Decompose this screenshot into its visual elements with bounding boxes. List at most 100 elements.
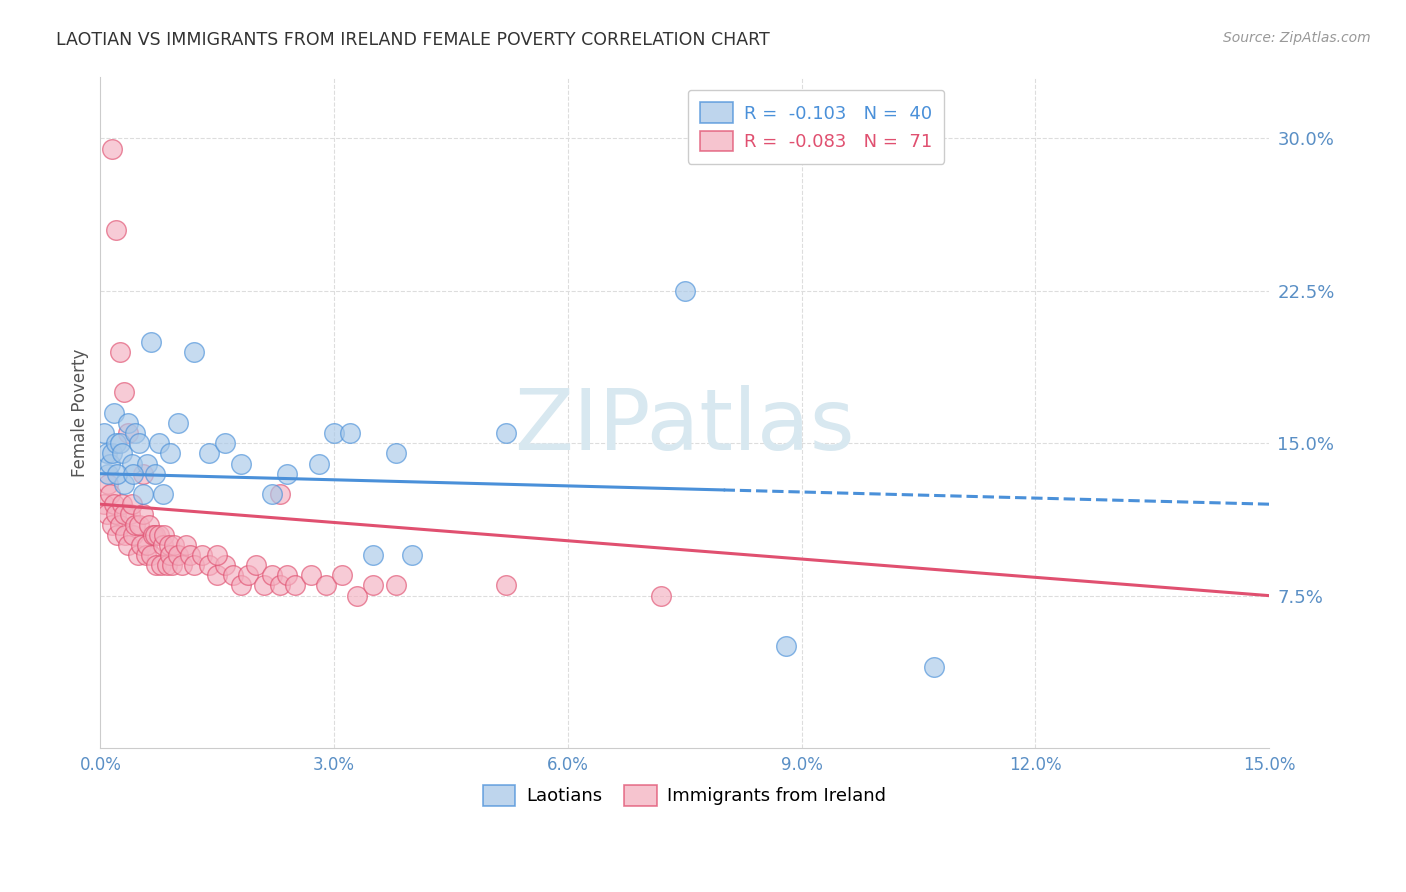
Point <box>139 334 162 349</box>
Point <box>167 548 190 562</box>
Point <box>138 517 160 532</box>
Point <box>112 476 135 491</box>
Point <box>159 446 181 460</box>
Point <box>139 548 162 562</box>
Point <box>124 425 146 440</box>
Point <box>253 578 276 592</box>
Point <box>495 425 517 440</box>
Point <box>121 457 143 471</box>
Point <box>346 589 368 603</box>
Point <box>117 538 139 552</box>
Point <box>129 538 152 552</box>
Point <box>107 527 129 541</box>
Point <box>121 497 143 511</box>
Point <box>260 487 283 501</box>
Point <box>143 467 166 481</box>
Point <box>183 344 205 359</box>
Legend: Laotians, Immigrants from Ireland: Laotians, Immigrants from Ireland <box>475 778 894 813</box>
Point <box>153 527 176 541</box>
Point <box>104 508 127 522</box>
Point <box>152 538 174 552</box>
Point <box>260 568 283 582</box>
Point <box>276 568 298 582</box>
Point <box>269 578 291 592</box>
Point <box>183 558 205 573</box>
Point <box>152 487 174 501</box>
Point <box>145 558 167 573</box>
Point <box>93 425 115 440</box>
Point <box>167 416 190 430</box>
Point <box>142 527 165 541</box>
Point <box>339 425 361 440</box>
Point <box>114 527 136 541</box>
Point <box>401 548 423 562</box>
Point <box>93 497 115 511</box>
Point <box>101 446 124 460</box>
Point <box>132 467 155 481</box>
Point <box>159 548 181 562</box>
Point <box>172 558 194 573</box>
Point <box>198 558 221 573</box>
Point <box>284 578 307 592</box>
Point <box>238 568 260 582</box>
Point <box>269 487 291 501</box>
Point <box>128 436 150 450</box>
Point <box>143 527 166 541</box>
Point <box>122 527 145 541</box>
Point <box>135 548 157 562</box>
Point <box>122 467 145 481</box>
Point <box>205 568 228 582</box>
Point <box>97 476 120 491</box>
Point <box>124 517 146 532</box>
Point <box>107 467 129 481</box>
Point <box>361 548 384 562</box>
Point <box>299 568 322 582</box>
Point <box>179 548 201 562</box>
Point <box>922 659 945 673</box>
Point <box>229 578 252 592</box>
Point <box>308 457 330 471</box>
Point <box>148 527 170 541</box>
Point <box>132 487 155 501</box>
Point <box>198 446 221 460</box>
Point <box>103 497 125 511</box>
Point <box>214 436 236 450</box>
Point <box>276 467 298 481</box>
Text: LAOTIAN VS IMMIGRANTS FROM IRELAND FEMALE POVERTY CORRELATION CHART: LAOTIAN VS IMMIGRANTS FROM IRELAND FEMAL… <box>56 31 770 49</box>
Point <box>148 436 170 450</box>
Point <box>775 640 797 654</box>
Point <box>98 457 121 471</box>
Point <box>155 558 177 573</box>
Point <box>495 578 517 592</box>
Point <box>361 578 384 592</box>
Point <box>112 385 135 400</box>
Point <box>112 508 135 522</box>
Point <box>108 344 131 359</box>
Point <box>160 558 183 573</box>
Point <box>190 548 212 562</box>
Point <box>127 548 149 562</box>
Point <box>222 568 245 582</box>
Point <box>104 223 127 237</box>
Point <box>117 416 139 430</box>
Text: Source: ZipAtlas.com: Source: ZipAtlas.com <box>1223 31 1371 45</box>
Text: ZIPatlas: ZIPatlas <box>515 384 855 467</box>
Point <box>174 538 197 552</box>
Point <box>205 548 228 562</box>
Point <box>157 538 180 552</box>
Point <box>101 142 124 156</box>
Point <box>103 406 125 420</box>
Point <box>163 538 186 552</box>
Point <box>385 578 408 592</box>
Point <box>214 558 236 573</box>
Point <box>136 538 159 552</box>
Point <box>136 457 159 471</box>
Point <box>229 457 252 471</box>
Point <box>128 517 150 532</box>
Point <box>104 436 127 450</box>
Point <box>330 568 353 582</box>
Point <box>96 446 118 460</box>
Point <box>323 425 346 440</box>
Point <box>315 578 337 592</box>
Point <box>108 517 131 532</box>
